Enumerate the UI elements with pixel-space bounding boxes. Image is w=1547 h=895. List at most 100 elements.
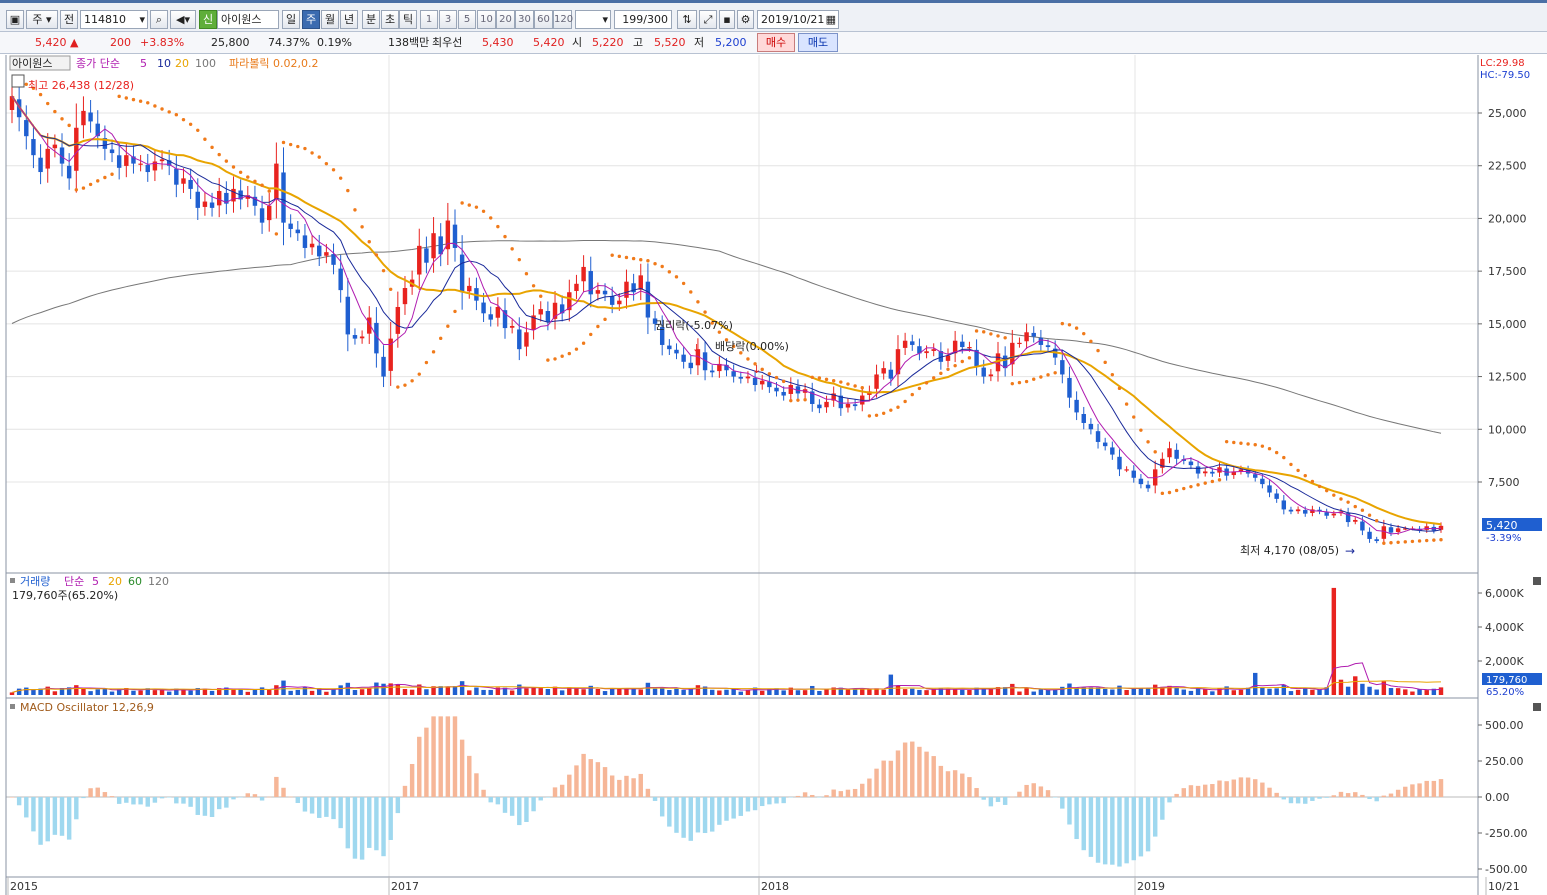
candle-body — [445, 220, 451, 250]
gear-icon[interactable]: ⚙ — [737, 10, 754, 29]
volume-bar — [1238, 689, 1244, 695]
macd-bar — [81, 797, 86, 799]
interval-button-10[interactable]: 10 — [477, 10, 496, 29]
buy-button[interactable]: 매수 — [757, 33, 795, 52]
stock-chart[interactable]: 아이원스 종가 단순 5 10 20 100 파라볼릭 0.02,0.2 최고 … — [0, 55, 1547, 895]
sar-dot — [1296, 468, 1300, 473]
volume-bar — [152, 690, 158, 695]
sar-dot — [260, 183, 264, 187]
period-tab-3[interactable]: 년 — [340, 10, 358, 29]
speaker-icon[interactable]: ◀▾ — [170, 10, 196, 29]
legend-ma20: 20 — [175, 57, 189, 70]
macd-bar — [1424, 780, 1429, 797]
blank-select[interactable]: ▾ — [575, 10, 611, 29]
sar-dot — [331, 168, 336, 172]
period-tab-1[interactable]: 주 — [302, 10, 320, 29]
scope-button[interactable]: 전 — [60, 10, 78, 29]
candle-body — [488, 314, 493, 320]
data-count-field[interactable]: 199/300 — [614, 10, 672, 29]
sar-dot — [974, 329, 979, 333]
stock-name-field[interactable]: 아이원스 — [217, 10, 279, 29]
chart-window-icon[interactable]: ▣ — [6, 10, 24, 29]
candle-body — [831, 393, 836, 401]
candle-body — [124, 155, 129, 166]
macd-bar — [1081, 797, 1086, 851]
legend-stock-name: 아이원스 — [12, 57, 52, 70]
sell-button[interactable]: 매도 — [798, 33, 838, 52]
draw-line-icon[interactable]: ⤢ — [699, 10, 717, 29]
volume-bar — [1417, 689, 1422, 695]
search-icon[interactable]: ⌕ — [150, 10, 168, 29]
legend-stock-box[interactable] — [9, 55, 71, 71]
volume-bar — [831, 687, 836, 695]
stock-code-input[interactable]: 114810 ▾ — [80, 10, 148, 29]
sar-dot — [1232, 440, 1236, 445]
interval-button-20[interactable]: 20 — [496, 10, 515, 29]
macd-bar — [509, 797, 515, 816]
candle-body — [981, 367, 986, 377]
table-icon[interactable] — [11, 74, 25, 88]
interval-button-1[interactable]: 1 — [420, 10, 438, 29]
candle-body — [331, 254, 336, 265]
price-tick-label: 17,500 — [1488, 265, 1527, 278]
macd-bar — [331, 797, 336, 820]
date-field[interactable]: 2019/10/21 ▦ — [757, 10, 839, 29]
volume-bar — [166, 691, 172, 695]
sar-dot — [403, 383, 407, 387]
period-tab-2[interactable]: 월 — [321, 10, 339, 29]
macd-bar — [845, 789, 851, 797]
sar-dot — [1289, 462, 1293, 467]
period-tab-6[interactable]: 틱 — [399, 10, 417, 29]
sar-dot — [889, 408, 893, 412]
interval-button-3[interactable]: 3 — [439, 10, 457, 29]
period-type-select[interactable]: 주 ▾ — [26, 10, 58, 29]
macd-bar — [1267, 787, 1272, 797]
pane-collapse-icon[interactable] — [1533, 577, 1541, 585]
sar-dot — [417, 372, 421, 376]
event-dividend-label: 배당락(0.00%) — [715, 340, 789, 353]
macd-bar — [374, 797, 379, 851]
sar-dot — [560, 354, 564, 358]
macd-bar — [231, 797, 236, 800]
sar-dot — [481, 209, 486, 213]
sar-dot — [288, 142, 293, 147]
volume-bar — [702, 686, 708, 695]
macd-bar — [1203, 784, 1208, 797]
chevron-down-icon[interactable]: ▾ — [139, 13, 145, 26]
interval-button-120[interactable]: 120 — [553, 10, 573, 29]
price-tick-label: 12,500 — [1488, 371, 1527, 384]
pane-collapse-icon[interactable] — [1533, 703, 1541, 711]
macd-bar — [1395, 789, 1401, 797]
save-icon[interactable]: ▪ — [719, 10, 735, 29]
volume-bar — [745, 690, 751, 695]
candle-body — [52, 144, 58, 149]
candle-body — [88, 112, 93, 122]
volume-bar — [1131, 688, 1136, 695]
macd-bar — [224, 797, 229, 808]
volume-bar — [488, 689, 493, 695]
volume-bar — [509, 690, 515, 695]
interval-button-5[interactable]: 5 — [458, 10, 476, 29]
candle-body — [960, 341, 965, 348]
macd-bar — [138, 797, 143, 805]
interval-button-60[interactable]: 60 — [534, 10, 553, 29]
calendar-icon[interactable]: ▦ — [825, 13, 836, 26]
interval-button-30[interactable]: 30 — [515, 10, 534, 29]
candle-body — [1381, 526, 1387, 539]
candle-body — [481, 302, 486, 314]
sar-dot — [574, 347, 579, 351]
sar-dot — [553, 357, 557, 361]
legend-ma10: 10 — [157, 57, 171, 70]
sar-dot — [210, 145, 214, 150]
period-tab-5[interactable]: 초 — [381, 10, 399, 29]
macd-bar — [1131, 797, 1136, 861]
sar-dot — [796, 398, 800, 402]
period-tab-0[interactable]: 일 — [282, 10, 300, 29]
sar-dot — [246, 175, 250, 179]
compare-icon[interactable]: ⇅ — [677, 10, 697, 29]
macd-bar — [381, 797, 386, 857]
candle-body — [1388, 527, 1394, 533]
volume-bar — [24, 687, 29, 695]
sar-dot — [1310, 479, 1315, 484]
period-tab-4[interactable]: 분 — [362, 10, 380, 29]
